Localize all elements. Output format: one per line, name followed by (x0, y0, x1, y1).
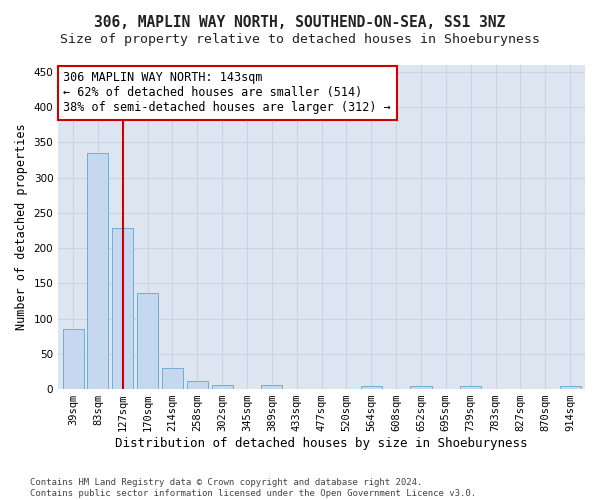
Bar (361, 386, 382, 389)
X-axis label: Distribution of detached houses by size in Shoeburyness: Distribution of detached houses by size … (115, 437, 528, 450)
Text: Contains HM Land Registry data © Crown copyright and database right 2024.
Contai: Contains HM Land Registry data © Crown c… (30, 478, 476, 498)
Text: Size of property relative to detached houses in Shoeburyness: Size of property relative to detached ho… (60, 32, 540, 46)
Bar (560, 386, 581, 389)
Bar (137, 294, 158, 389)
Bar (62, 329, 83, 389)
Bar (162, 368, 183, 389)
Text: 306 MAPLIN WAY NORTH: 143sqm
← 62% of detached houses are smaller (514)
38% of s: 306 MAPLIN WAY NORTH: 143sqm ← 62% of de… (64, 72, 391, 114)
Bar (88, 153, 109, 389)
Bar (112, 228, 133, 389)
Bar (460, 386, 481, 389)
Bar (410, 386, 431, 389)
Text: 306, MAPLIN WAY NORTH, SOUTHEND-ON-SEA, SS1 3NZ: 306, MAPLIN WAY NORTH, SOUTHEND-ON-SEA, … (94, 15, 506, 30)
Bar (212, 385, 233, 389)
Y-axis label: Number of detached properties: Number of detached properties (15, 124, 28, 330)
Bar (187, 382, 208, 389)
Bar (262, 385, 283, 389)
